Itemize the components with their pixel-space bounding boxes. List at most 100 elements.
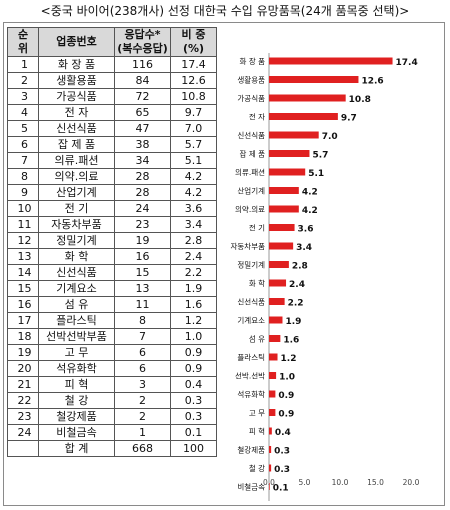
table-row: 2 생활용품 84 12.6 xyxy=(7,72,217,89)
cell-pct: 5.7 xyxy=(170,136,217,153)
cell-item: 산업기계 xyxy=(38,184,115,201)
category-label: 고 무 xyxy=(249,409,265,418)
data-label: 1.9 xyxy=(285,317,301,327)
cell-count: 24 xyxy=(114,200,171,217)
cell-pct: 7.0 xyxy=(170,120,217,137)
cell-rank: 7 xyxy=(7,152,39,169)
cell-rank: 12 xyxy=(7,232,39,249)
bar-chart: 화 장 품 17.4 생활용품 12.6 가공식품 10.8 전 자 9.7 신선식품 7.0 잡 … xyxy=(221,27,441,502)
bar xyxy=(269,187,299,194)
bar xyxy=(269,94,346,102)
cell-item: 기계요소 xyxy=(38,280,115,297)
cell-pct: 2.2 xyxy=(170,264,217,281)
bar xyxy=(269,372,277,379)
bar xyxy=(269,168,306,176)
cell-item: 생활용품 xyxy=(38,72,115,89)
category-label: 화 학 xyxy=(249,278,265,288)
bar xyxy=(269,483,270,490)
cell-rank: 4 xyxy=(7,104,39,121)
category-label: 석유화학 xyxy=(237,389,265,399)
caption: <중국 바이어(238개사) 선정 대한국 수입 유망품목(24개 품목중 선택… xyxy=(40,4,410,18)
table-header-row: 순 위 업종번호 응답수* (복수응답) 비 중 (%) xyxy=(7,27,217,57)
cell-pct: 17.4 xyxy=(170,56,217,73)
table-row: 18 선박선박부품 7 1.0 xyxy=(7,328,217,345)
header-share: 비 중 (%) xyxy=(170,27,217,57)
cell-rank: 17 xyxy=(7,312,39,329)
table-row: 15 기계요소 13 1.9 xyxy=(7,280,217,297)
bar xyxy=(269,316,283,324)
bar xyxy=(269,205,299,213)
data-label: 0.9 xyxy=(278,410,294,420)
cell-count: 13 xyxy=(114,280,171,297)
x-tick-label: 20.0 xyxy=(403,478,420,487)
data-label: 3.4 xyxy=(296,243,312,253)
table-row: 12 정밀기계 19 2.8 xyxy=(7,232,217,249)
data-label: 0.9 xyxy=(278,391,294,401)
cell-item: 피 혁 xyxy=(38,376,115,393)
cell-item: 정밀기계 xyxy=(38,232,115,249)
cell-item: 화 학 xyxy=(38,248,115,265)
header-responses-line2: (복수응답) xyxy=(117,42,168,55)
cell-rank: 1 xyxy=(7,56,39,73)
data-label: 4.2 xyxy=(302,206,318,216)
cell-count: 11 xyxy=(114,296,171,313)
x-tick-label: 0.0 xyxy=(263,478,275,487)
table-row: 합 계 668 100 xyxy=(7,440,217,457)
bar xyxy=(269,113,338,120)
cell-pct: 3.4 xyxy=(170,216,217,233)
cell-rank: 15 xyxy=(7,280,39,297)
table-row: 5 신선식품 47 7.0 xyxy=(7,120,217,137)
cell-rank: 11 xyxy=(7,216,39,233)
cell-pct: 0.9 xyxy=(170,344,217,361)
table-row: 19 고 무 6 0.9 xyxy=(7,344,217,361)
category-label: 가공식품 xyxy=(237,94,265,103)
data-label: 2.2 xyxy=(288,299,304,309)
category-label: 자동차부품 xyxy=(231,242,266,251)
cell-item: 선박선박부품 xyxy=(38,328,115,345)
table-row: 20 석유화학 6 0.9 xyxy=(7,360,217,377)
header-rank-line1: 순 xyxy=(17,28,29,42)
cell-rank: 16 xyxy=(7,296,39,313)
data-label: 0.4 xyxy=(275,428,291,438)
data-label: 17.4 xyxy=(396,58,418,68)
cell-pct: 1.0 xyxy=(170,328,217,345)
cell-pct: 10.8 xyxy=(170,88,217,105)
cell-rank: 20 xyxy=(7,360,39,377)
bar xyxy=(269,57,393,65)
cell-pct: 2.8 xyxy=(170,232,217,249)
bar xyxy=(269,224,295,231)
x-tick-label: 5.0 xyxy=(299,478,311,487)
bar xyxy=(269,427,272,435)
category-label: 철강제품 xyxy=(237,445,265,455)
category-label: 의류.패션 xyxy=(235,167,265,177)
cell-pct: 0.4 xyxy=(170,376,217,393)
bar xyxy=(269,76,359,83)
cell-item: 고 무 xyxy=(38,344,115,361)
table-row: 13 화 학 16 2.4 xyxy=(7,248,217,265)
cell-rank: 6 xyxy=(7,136,39,153)
cell-item: 잡 제 품 xyxy=(38,136,115,153)
cell-count: 84 xyxy=(114,72,171,89)
category-label: 정밀기계 xyxy=(237,260,265,270)
header-responses-line1: 응답수* xyxy=(124,28,161,42)
table-row: 11 자동차부품 23 3.4 xyxy=(7,216,217,233)
cell-pct: 12.6 xyxy=(170,72,217,89)
cell-item: 신선식품 xyxy=(38,264,115,281)
cell-count: 3 xyxy=(114,376,171,393)
cell-pct: 4.2 xyxy=(170,168,217,185)
category-label: 기계요소 xyxy=(237,315,265,325)
bar xyxy=(269,279,287,287)
category-label: 화 장 품 xyxy=(240,56,266,66)
category-label: 산업기계 xyxy=(237,186,265,196)
data-label: 9.7 xyxy=(341,114,357,124)
category-label: 선박.선박 xyxy=(235,371,265,381)
cell-count: 34 xyxy=(114,152,171,169)
data-label: 4.2 xyxy=(302,188,318,198)
cell-rank: 14 xyxy=(7,264,39,281)
category-label: 신선식품 xyxy=(237,131,265,140)
cell-count: 2 xyxy=(114,392,171,409)
data-label: 3.6 xyxy=(298,225,314,235)
cell-pct: 5.1 xyxy=(170,152,217,169)
